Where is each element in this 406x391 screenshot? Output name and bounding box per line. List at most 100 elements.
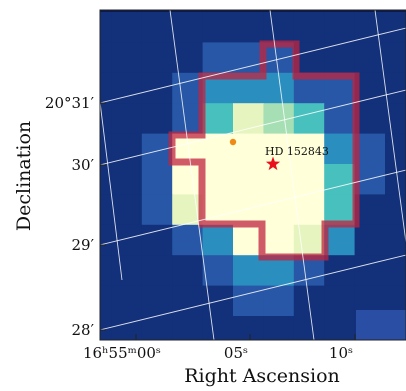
x-axis-label: Right Ascension	[184, 365, 340, 387]
heatmap-pixel	[293, 12, 325, 43]
heatmap-pixel	[263, 42, 295, 74]
heatmap-pixel	[293, 194, 325, 226]
heatmap-pixel	[356, 310, 406, 340]
heatmap-pixel	[100, 194, 112, 226]
target-star-marker	[265, 156, 281, 171]
heatmap-pixel	[385, 42, 406, 74]
heatmap-pixel	[324, 42, 356, 74]
heatmap-pixel	[111, 316, 143, 340]
heatmap-pixel	[293, 103, 325, 135]
heatmap-pixel	[233, 42, 264, 74]
heatmap-pixel	[141, 133, 173, 165]
heatmap-pixel	[100, 255, 112, 287]
x-tick-label: 05ˢ	[224, 344, 248, 362]
coordinate-grid	[100, 10, 406, 340]
grid-line	[100, 27, 406, 104]
plot-frame	[99, 9, 406, 341]
heatmap	[100, 10, 406, 340]
heatmap-pixel	[263, 12, 295, 43]
grid-line	[169, 10, 215, 340]
heatmap-pixel	[111, 12, 143, 43]
heatmap-pixel	[100, 42, 112, 74]
heatmap-pixel	[202, 12, 234, 43]
heatmap-pixel	[100, 12, 112, 43]
heatmap-pixel	[141, 72, 173, 104]
heatmap-pixel	[263, 194, 295, 226]
grid-line	[100, 169, 406, 246]
y-tick-label: 30′	[72, 156, 95, 174]
heatmap-pixel	[324, 194, 356, 226]
heatmap-pixel	[263, 224, 295, 256]
heatmap-pixel	[233, 285, 264, 317]
heatmap-pixel	[111, 164, 143, 195]
heatmap-pixel	[172, 164, 204, 195]
heatmap-pixel	[141, 285, 173, 317]
markers: HD 152843	[229, 138, 329, 171]
grid-line	[100, 98, 123, 281]
heatmap-pixel	[202, 103, 234, 135]
heatmap-pixel	[202, 194, 234, 226]
heatmap-pixel	[354, 224, 386, 256]
heatmap-pixel	[233, 194, 264, 226]
heatmap-pixel	[141, 103, 173, 135]
aperture-outline	[168, 40, 360, 261]
heatmap-pixel	[202, 255, 234, 287]
heatmap-pixel	[324, 316, 356, 340]
heatmap-pixel	[141, 194, 173, 226]
heatmap-pixel	[111, 285, 143, 317]
heatmap-pixel	[172, 255, 204, 287]
grid-line	[100, 254, 406, 331]
heatmap-pixel	[293, 224, 325, 256]
source-dot-marker	[229, 138, 237, 146]
heatmap-pixel	[141, 255, 173, 287]
heatmap-pixel	[324, 12, 356, 43]
heatmap-pixel	[172, 72, 204, 104]
aperture-polygon	[168, 40, 360, 261]
heatmap-pixel	[202, 224, 234, 256]
heatmap-pixel	[100, 224, 112, 256]
heatmap-pixel	[324, 285, 356, 317]
heatmap-pixel	[385, 133, 406, 165]
heatmap-pixel	[233, 133, 264, 165]
heatmap-pixel	[172, 12, 204, 43]
heatmap-pixel	[263, 316, 295, 340]
heatmap-pixel	[324, 164, 356, 195]
heatmap-pixel	[354, 133, 386, 165]
heatmap-pixel	[354, 103, 386, 135]
heatmap-pixel	[172, 224, 204, 256]
heatmap-pixel	[111, 42, 143, 74]
heatmap-pixel	[233, 12, 264, 43]
heatmap-pixel	[385, 285, 406, 317]
grid-line	[374, 10, 406, 246]
heatmap-pixel	[111, 224, 143, 256]
grid-line	[100, 89, 406, 166]
heatmap-pixel	[111, 255, 143, 287]
heatmap-pixel	[100, 72, 112, 104]
grid-line	[269, 10, 315, 340]
heatmap-pixel	[100, 285, 112, 317]
heatmap-pixel	[111, 103, 143, 135]
heatmap-pixel	[385, 255, 406, 287]
heatmap-pixel	[100, 316, 112, 340]
heatmap-pixel	[354, 255, 386, 287]
heatmap-pixel	[111, 133, 143, 165]
heatmap-pixel	[293, 316, 325, 340]
y-tick-label: 29′	[72, 236, 95, 254]
heatmap-pixel	[354, 194, 386, 226]
x-tick-label: 16ʰ55ᵐ00ˢ	[83, 344, 161, 362]
heatmap-pixel	[141, 224, 173, 256]
heatmap-pixel	[141, 164, 173, 195]
heatmap-pixel	[385, 72, 406, 104]
y-axis-label: Declination	[13, 121, 35, 231]
heatmap-pixel	[172, 316, 204, 340]
heatmap-pixel	[324, 255, 356, 287]
heatmap-pixel	[141, 316, 173, 340]
heatmap-pixel	[233, 103, 264, 135]
heatmap-pixel	[172, 103, 204, 135]
heatmap-pixel	[141, 42, 173, 74]
heatmap-pixel	[385, 224, 406, 256]
heatmap-pixel	[385, 164, 406, 195]
heatmap-pixel	[324, 103, 356, 135]
heatmap-pixel	[263, 164, 295, 195]
